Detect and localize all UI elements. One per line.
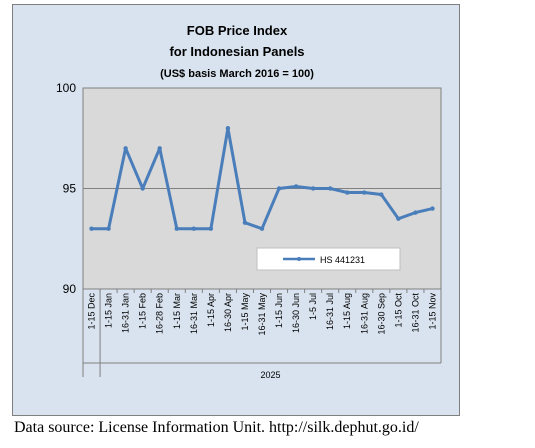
data-point-0-10 bbox=[259, 226, 265, 231]
x-tick-label-13: 1-5 Jul bbox=[308, 293, 318, 320]
legend: HS 441231 bbox=[256, 247, 401, 271]
x-tick-label-10: 16-31 May bbox=[257, 293, 267, 336]
x-tick-label-6: 16-31 Mar bbox=[189, 293, 199, 334]
chart-svg: FOB Price Index for Indonesian Panels (U… bbox=[56, 23, 442, 380]
data-point-0-9 bbox=[242, 220, 248, 225]
data-point-0-4 bbox=[157, 146, 162, 151]
x-tick-label-11: 1-15 Jun bbox=[274, 293, 284, 328]
y-tick-label-0: 90 bbox=[63, 282, 77, 296]
data-source-note: Data source: License Information Unit. h… bbox=[14, 419, 419, 436]
x-tick-label-5: 1-15 Mar bbox=[172, 293, 182, 329]
data-point-0-16 bbox=[362, 190, 367, 195]
data-point-0-3 bbox=[140, 186, 145, 191]
data-point-0-1 bbox=[106, 226, 111, 231]
data-point-0-20 bbox=[430, 206, 435, 211]
x-group-label-year: 2025 bbox=[261, 370, 281, 380]
x-tick-label-16: 16-31 Aug bbox=[359, 293, 369, 334]
data-point-0-13 bbox=[310, 186, 316, 191]
data-point-0-7 bbox=[208, 226, 214, 231]
x-tick-label-17: 16-30 Sep bbox=[376, 293, 386, 335]
legend-label: HS 441231 bbox=[320, 255, 365, 265]
data-point-0-6 bbox=[191, 226, 197, 231]
legend-box bbox=[256, 247, 401, 271]
chart-title-line-3: (US$ basis March 2016 = 100) bbox=[160, 68, 314, 80]
data-point-0-11 bbox=[276, 186, 282, 191]
chart-title-line-2: for Indonesian Panels bbox=[169, 44, 304, 59]
x-tick-label-12: 16-30 Jun bbox=[291, 293, 301, 333]
data-point-0-8 bbox=[225, 126, 231, 131]
data-point-0-12 bbox=[293, 184, 299, 189]
x-tick-label-19: 16-31 Oct bbox=[410, 293, 420, 333]
x-tick-label-20: 1-15 Nov bbox=[427, 293, 437, 330]
x-tick-label-3: 1-15 Feb bbox=[138, 293, 148, 329]
data-point-0-15 bbox=[345, 190, 350, 195]
x-tick-label-1: 1-15 Jan bbox=[104, 293, 114, 328]
data-point-0-2 bbox=[123, 146, 128, 151]
chart-title-line-1: FOB Price Index bbox=[187, 23, 288, 38]
x-tick-label-7: 1-15 Apr bbox=[206, 293, 216, 327]
data-point-0-19 bbox=[413, 210, 418, 215]
x-tick-label-9: 1-15 May bbox=[240, 293, 250, 331]
y-tick-label-2: 100 bbox=[56, 81, 76, 95]
x-tick-label-18: 1-15 Oct bbox=[393, 293, 403, 328]
data-point-0-0 bbox=[89, 226, 94, 231]
y-tick-label-1: 95 bbox=[63, 182, 77, 196]
legend-marker bbox=[297, 257, 301, 261]
data-point-0-5 bbox=[174, 226, 179, 231]
data-point-0-18 bbox=[396, 216, 401, 221]
x-tick-label-2: 16-31 Jan bbox=[121, 293, 131, 333]
x-tick-label-15: 1-15 Aug bbox=[342, 293, 352, 329]
x-tick-label-14: 16-31 Jul bbox=[325, 293, 335, 330]
x-tick-label-0: 1-15 Dec bbox=[87, 293, 97, 330]
chart-area: FOB Price Index for Indonesian Panels (U… bbox=[12, 4, 460, 416]
x-tick-label-8: 16-30 Apr bbox=[223, 293, 233, 332]
data-point-0-14 bbox=[327, 186, 333, 191]
x-tick-label-4: 16-28 Feb bbox=[155, 293, 165, 334]
data-point-0-17 bbox=[379, 192, 384, 197]
